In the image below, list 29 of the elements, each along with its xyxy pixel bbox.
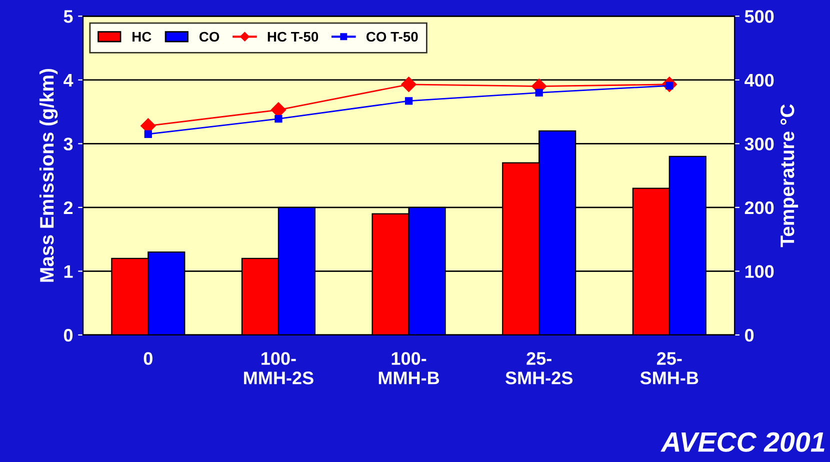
y2-axis-title: Temperature °C	[780, 104, 798, 248]
y-tick-label: 2	[64, 201, 73, 214]
y2-tick-label: 100	[745, 265, 774, 278]
y-tick-label: 3	[64, 138, 73, 150]
point	[404, 97, 413, 105]
legend-label: CO	[199, 32, 220, 42]
point	[401, 76, 416, 92]
y-tick-label: 1	[64, 265, 73, 278]
x-tick-label: 100- MMH-2S	[244, 352, 314, 384]
point	[535, 88, 543, 96]
x-tick-label: 0	[144, 352, 152, 365]
y2-tick-label: 300	[744, 138, 774, 150]
x-tick-label: 25- SMH-2S	[505, 352, 572, 384]
y2-tick-label: 500	[744, 10, 774, 23]
y2-tick-label: 400	[744, 74, 774, 87]
x-tick-label: 25- SMH-B	[640, 352, 698, 384]
text: AVECC 2001	[660, 432, 824, 452]
x-tick-label: 100- MMH-B	[378, 352, 440, 384]
y-tick-label: 5	[64, 10, 73, 23]
point	[144, 130, 152, 138]
legend-label: HC T-50	[268, 32, 318, 42]
legend-label: CO T-50	[366, 32, 418, 42]
y2-tick-label: 200	[744, 201, 774, 214]
y-tick-label: 0	[64, 328, 73, 342]
legend-label: HC	[132, 32, 152, 42]
point	[274, 114, 282, 123]
y-axis-title: Mass Emissions (g/km)	[39, 69, 58, 282]
y2-tick-label: 0	[744, 328, 754, 342]
y-tick-label: 4	[64, 74, 74, 86]
